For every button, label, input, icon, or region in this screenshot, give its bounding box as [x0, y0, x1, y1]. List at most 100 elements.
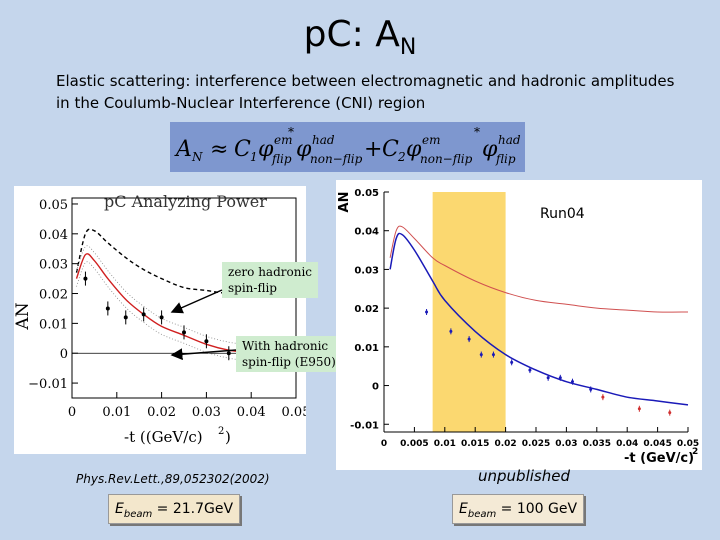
- right-highlight-band: [432, 192, 506, 432]
- right-x-tick-label: 0.035: [583, 439, 611, 449]
- formula-c1: C: [234, 137, 251, 162]
- right-plot: 0.050.040.030.020.010-0.010 0.005 0.01 0.01…: [337, 188, 699, 466]
- right-data-point: [558, 376, 562, 380]
- right-data-point: [425, 310, 429, 314]
- formula-c2-sub: 2: [397, 150, 406, 164]
- right-y-axis-label: AN: [337, 192, 352, 213]
- left-y-tick-label: 0.03: [39, 258, 68, 273]
- callout-with-hadronic: With hadronic spin-flip (E950): [236, 336, 342, 372]
- ebeam-left-box: Ebeam = 21.7GeV: [108, 494, 241, 524]
- left-y-tick-label: 0.02: [39, 288, 68, 303]
- right-y-tick-label: 0.04: [354, 227, 379, 238]
- slide-title: pC: AN: [303, 14, 417, 60]
- formula-plus: +: [364, 137, 382, 162]
- right-data-point: [528, 368, 532, 372]
- right-y-tick-label: -0.01: [350, 420, 379, 431]
- right-y-tick-label: 0.02: [354, 304, 379, 315]
- formula-phi-3: φ: [406, 137, 422, 162]
- right-y-tick-label: 0.03: [354, 265, 379, 276]
- right-data-point: [570, 380, 574, 384]
- formula-nonflip-1: non−flip: [310, 152, 363, 166]
- left-x-axis-label: -t ((GeV/c): [124, 428, 203, 446]
- left-data-point: [226, 351, 231, 356]
- right-x-tick-label: 0.03: [555, 439, 577, 449]
- right-series-line-1: [389, 225, 689, 313]
- formula-approx: ≈: [210, 137, 228, 162]
- right-x-axis-label: -t (GeV/c): [624, 451, 694, 466]
- formula-star-1: *: [288, 125, 294, 139]
- left-y-axis-label: AN: [14, 302, 33, 330]
- subtitle-line-1: Elastic scattering: interference between…: [56, 72, 675, 90]
- left-x-tick-label: 0.03: [192, 405, 221, 420]
- left-data-point: [204, 339, 209, 344]
- formula-c2: C: [382, 137, 399, 162]
- formula-phi-4: φ: [482, 137, 498, 162]
- formula-phi-2: φ: [296, 137, 312, 162]
- slide-subtitle: Elastic scattering: interference between…: [56, 70, 696, 114]
- left-x-tick-label: 0.01: [102, 405, 131, 420]
- right-x-tick-label: 0.015: [461, 439, 489, 449]
- formula-had-1: had: [312, 133, 335, 147]
- left-x-tick-label: 0.04: [237, 405, 266, 420]
- left-y-tick-label: 0: [60, 347, 68, 362]
- right-citation: unpublished: [478, 467, 570, 485]
- left-plot-title: pC Analyzing Power: [104, 192, 267, 211]
- right-x-tick-label: 0.01: [434, 439, 456, 449]
- right-plot-panel: 0.05 0.04 0.03 0.02 0.01 0 -0.01 0 0.005 0.01 0.01…: [336, 180, 702, 470]
- callout-zero-hadronic: zero hadronic spin-flip: [222, 262, 319, 298]
- right-data-point: [637, 407, 641, 411]
- left-x-tick-label: 0: [68, 405, 76, 420]
- formula-flip-2: flip: [495, 152, 516, 166]
- right-data-point: [546, 376, 550, 380]
- right-data-point: [668, 411, 672, 415]
- analyzing-power-formula: A N ≈ C 1 φ em flip * φ had non−flip + C…: [170, 122, 525, 172]
- right-x-axis-sup: 2: [692, 447, 698, 457]
- left-plot-frame: [71, 197, 297, 399]
- left-x-tick-label: 0.02: [147, 405, 176, 420]
- formula-em-1: em: [274, 133, 292, 147]
- left-plot-panel: 0.05 0.04 0.03 0.02 0.01 0 −0.01 0 0.01 0.02 0.03 0…: [13, 186, 310, 454]
- right-x-tick-label: 0.04: [616, 439, 638, 449]
- right-x-tick-label: 0.02: [494, 439, 516, 449]
- right-x-tick-label: 0.025: [522, 439, 550, 449]
- left-data-point: [159, 315, 164, 320]
- formula-star-2: *: [474, 125, 480, 139]
- formula-lhs-sub: N: [191, 150, 203, 164]
- formula-c1-sub: 1: [250, 150, 258, 164]
- right-y-tick-label: 0: [372, 382, 379, 393]
- right-data-point: [589, 387, 593, 391]
- left-y-tick-label: 0.04: [39, 228, 68, 243]
- formula-had-2: had: [498, 133, 521, 147]
- formula-lhs: A: [174, 137, 192, 162]
- left-data-point: [123, 315, 128, 320]
- left-band-lower: [76, 261, 297, 371]
- right-data-point: [491, 353, 495, 357]
- left-data-point: [141, 312, 146, 317]
- right-x-tick-label: 0.005: [400, 439, 428, 449]
- left-plot: 0.050.040.030.020.010−0.010 0.01 0.02 0.03 0…: [13, 197, 310, 446]
- right-data-point: [510, 360, 514, 364]
- right-y-tick-label: 0.05: [354, 188, 379, 199]
- left-x-tick-label: 0.05: [282, 405, 306, 420]
- right-data-point: [479, 353, 483, 357]
- subtitle-line-2: in the Coulumb-Nuclear Interference (CNI…: [56, 94, 426, 112]
- left-x-axis-close: ): [225, 428, 231, 446]
- left-data-point: [105, 306, 110, 311]
- left-data-point: [182, 330, 186, 335]
- right-x-tick-label: 0: [381, 439, 387, 449]
- right-plot-run-label: Run04: [540, 206, 585, 222]
- left-y-tick-label: 0.05: [39, 198, 68, 213]
- formula-em-2: em: [422, 133, 440, 147]
- right-y-tick-label: 0.01: [354, 343, 379, 354]
- left-y-tick-label: −0.01: [28, 377, 68, 392]
- ebeam-right-box: Ebeam = 100 GeV: [452, 494, 585, 524]
- right-data-point: [449, 329, 453, 333]
- right-data-point: [601, 395, 605, 399]
- left-citation: Phys.Rev.Lett.,89,052302(2002): [76, 472, 270, 486]
- right-x-tick-label: 0.05: [677, 439, 699, 449]
- left-data-point: [83, 276, 88, 281]
- left-x-axis-sup: 2: [218, 426, 224, 437]
- formula-flip-1: flip: [271, 152, 292, 166]
- left-y-tick-label: 0.01: [39, 317, 68, 332]
- formula-phi-1: φ: [258, 137, 274, 162]
